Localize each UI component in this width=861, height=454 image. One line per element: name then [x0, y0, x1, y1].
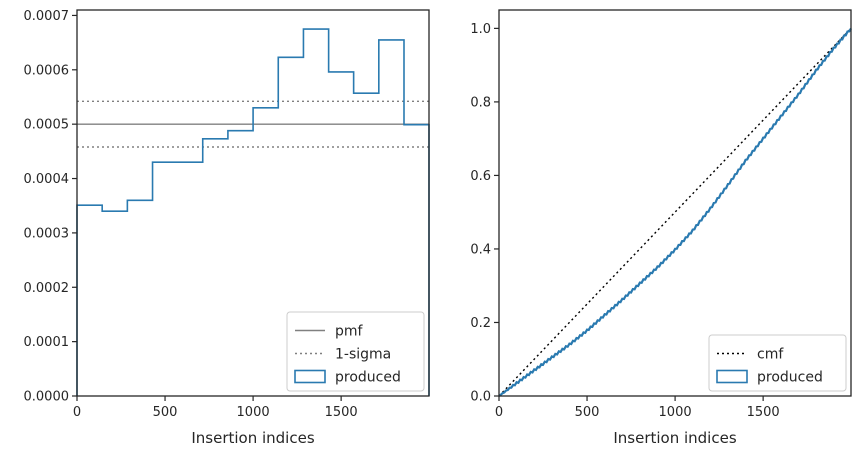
- x-tick-label: 500: [575, 405, 600, 420]
- x-tick-label: 1500: [747, 405, 780, 420]
- x-tick-label: 1000: [237, 405, 270, 420]
- histogram-panel: 0 500 1000 1500 0.0000 0.0001 0.0002 0.0003 0.00…: [24, 9, 430, 447]
- y-tick-label: 0.0006: [24, 63, 70, 78]
- legend-label-pmf: pmf: [335, 324, 364, 340]
- y-tick-label: 0.0003: [24, 226, 70, 241]
- x-tick-label: 1500: [325, 405, 358, 420]
- cumulative-panel: 0 500 1000 1500 0.0 0.2 0.4 0.6 0.8 1.0 Insertion…: [470, 9, 852, 447]
- series-produced-step: [76, 28, 430, 396]
- x-tick-label: 0: [495, 405, 503, 420]
- y-tick-label: 0.0002: [24, 281, 70, 296]
- series-produced-line: [498, 27, 852, 397]
- y-tick-label: 0.2: [470, 316, 491, 331]
- y-tick-label: 1.0: [470, 22, 491, 37]
- histogram-legend: pmf 1-sigma produced: [286, 311, 425, 392]
- y-tick-label: 0.0001: [24, 335, 70, 350]
- cumulative-marks: [498, 27, 852, 397]
- cumulative-x-axis-label: Insertion indices: [613, 429, 736, 447]
- histogram-x-axis-label: Insertion indices: [191, 429, 314, 447]
- y-tick-label: 0.0007: [24, 9, 70, 24]
- histogram-ticks: 0 500 1000 1500 0.0000 0.0001 0.0002 0.0003 0.00…: [24, 9, 358, 420]
- y-tick-label: 0.8: [470, 95, 491, 110]
- legend-swatch-produced: [716, 369, 748, 384]
- legend-label-cmf: cmf: [757, 347, 784, 363]
- x-tick-label: 0: [73, 405, 81, 420]
- y-tick-label: 0.4: [470, 242, 491, 257]
- y-tick-label: 0.0000: [24, 390, 70, 405]
- y-tick-label: 0.0: [470, 390, 491, 405]
- cumulative-legend: cmf produced: [708, 334, 847, 392]
- legend-label-1-sigma: 1-sigma: [335, 347, 391, 363]
- x-tick-label: 500: [153, 405, 178, 420]
- legend-swatch-produced: [294, 369, 326, 384]
- legend-box: [708, 334, 847, 392]
- legend-label-produced: produced: [335, 370, 401, 386]
- y-tick-label: 0.0004: [24, 172, 70, 187]
- cumulative-ticks: 0 500 1000 1500 0.0 0.2 0.4 0.6 0.8 1.0: [470, 22, 779, 420]
- y-tick-label: 0.0005: [24, 118, 70, 133]
- legend-label-produced: produced: [757, 370, 823, 386]
- y-tick-label: 0.6: [470, 169, 491, 184]
- histogram-marks: [76, 28, 430, 396]
- x-tick-label: 1000: [659, 405, 692, 420]
